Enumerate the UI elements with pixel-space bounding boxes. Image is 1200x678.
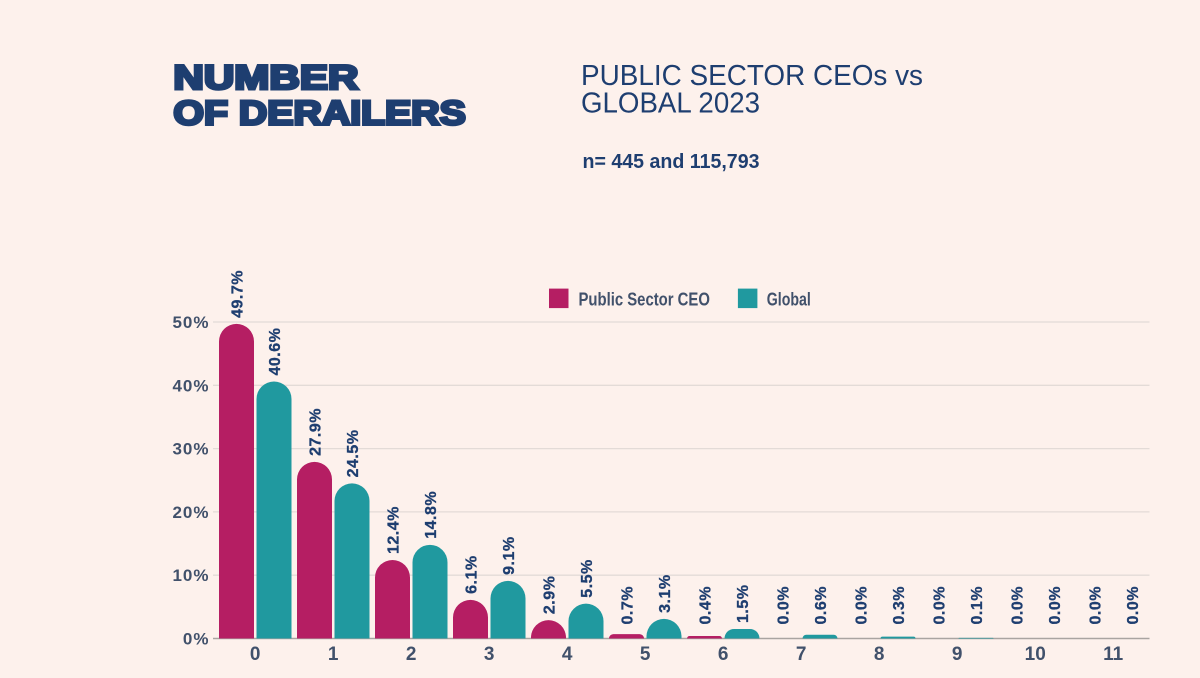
svg-text:OF DERAILERS: OF DERAILERS [173,95,466,133]
svg-text:24.5%: 24.5% [345,430,362,478]
svg-text:0.7%: 0.7% [620,586,637,624]
svg-text:11: 11 [1103,644,1124,665]
svg-text:0.4%: 0.4% [698,586,715,624]
svg-text:20%: 20% [172,503,209,522]
svg-text:4: 4 [562,644,573,665]
svg-text:1.5%: 1.5% [735,585,752,623]
svg-text:0.0%: 0.0% [1010,586,1027,624]
svg-text:NUMBER: NUMBER [173,59,358,97]
svg-text:10%: 10% [172,566,209,585]
svg-text:6.1%: 6.1% [464,555,481,593]
svg-text:9.1%: 9.1% [501,536,518,574]
svg-text:0.0%: 0.0% [932,586,949,624]
svg-text:6: 6 [718,644,729,665]
svg-text:0.6%: 0.6% [813,586,830,624]
svg-text:2.9%: 2.9% [542,576,559,614]
svg-text:0.3%: 0.3% [891,586,908,624]
svg-text:0.0%: 0.0% [1088,586,1105,624]
svg-text:10: 10 [1025,644,1046,665]
svg-text:PUBLIC SECTOR CEOs vs: PUBLIC SECTOR CEOs vs [581,60,923,92]
svg-text:0.0%: 0.0% [1047,586,1064,624]
svg-text:12.4%: 12.4% [386,506,403,554]
svg-text:27.9%: 27.9% [308,408,325,456]
svg-text:7: 7 [796,644,807,665]
svg-text:49.7%: 49.7% [230,270,247,318]
svg-text:Public Sector CEO: Public Sector CEO [579,289,710,309]
svg-text:50%: 50% [172,313,209,332]
svg-text:30%: 30% [172,440,209,459]
svg-text:0.0%: 0.0% [854,586,871,624]
svg-text:0: 0 [250,644,261,665]
svg-text:GLOBAL 2023: GLOBAL 2023 [581,88,760,120]
svg-text:8: 8 [874,644,885,665]
svg-text:5.5%: 5.5% [579,559,596,597]
svg-text:3: 3 [484,644,495,665]
svg-text:9: 9 [952,644,963,665]
svg-text:0.0%: 0.0% [776,586,793,624]
svg-text:5: 5 [640,644,651,665]
svg-text:n= 445 and 115,793: n= 445 and 115,793 [583,150,760,173]
svg-text:2: 2 [406,644,417,665]
svg-text:0.0%: 0.0% [1125,586,1142,624]
svg-text:Global: Global [767,289,811,309]
svg-text:1: 1 [328,644,339,665]
svg-text:3.1%: 3.1% [657,574,674,612]
svg-text:14.8%: 14.8% [423,491,440,539]
svg-text:0.1%: 0.1% [969,586,986,624]
svg-text:40.6%: 40.6% [267,328,284,376]
svg-text:0%: 0% [183,630,210,649]
svg-text:40%: 40% [172,376,209,395]
